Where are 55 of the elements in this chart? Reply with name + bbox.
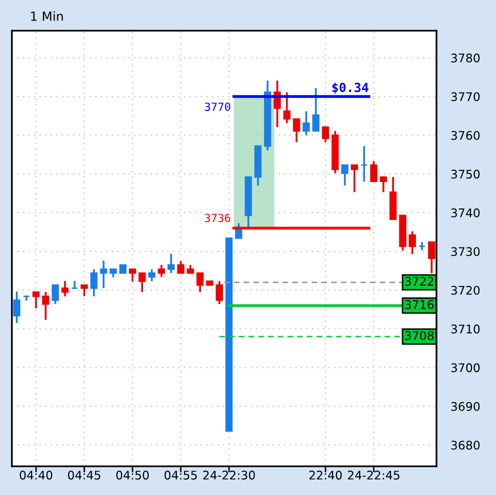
candlestick [13,290,20,324]
candlestick [341,164,348,186]
y-tick-label: 3780 [451,54,480,62]
candlestick [216,280,223,305]
candlestick [32,291,40,310]
ref-line-label: 3736 [204,214,230,222]
candlestick [312,87,320,132]
candlestick [80,284,88,298]
candlestick [322,126,330,144]
y-tick-label: 3750 [451,170,480,179]
candlestick [380,176,387,194]
candlestick [100,260,108,290]
candlestick [408,230,416,256]
candlestick [148,268,156,282]
candlestick [22,295,30,302]
candlestick [138,272,146,293]
candlestick [428,241,436,274]
candlestick [61,280,69,298]
y-tick-label: 3730 [451,247,480,256]
candlestick [360,145,368,183]
candlestick [292,118,300,144]
y-tick-label: 3720 [451,286,480,295]
ref-line-label: 3716 [405,300,434,310]
x-tick-label: 24-22:30 [203,470,255,480]
x-tick-label: 24-22:45 [348,470,400,480]
annotation: $0.34 [332,82,368,94]
y-tick-label: 3680 [451,440,480,450]
candlestick [128,268,136,282]
candlestick [71,280,78,290]
ref-line-label: 3770 [204,102,230,111]
chart-title: 1 Min [31,11,63,21]
candlestick [90,268,98,298]
candlestick [158,264,166,278]
y-tick-label: 3760 [451,130,480,140]
ref-line-label: 3722 [405,276,434,286]
x-tick-label: 04:55 [164,470,197,480]
x-tick-label: 22:40 [309,470,342,480]
x-tick-label: 04:45 [68,470,100,480]
candlestick [52,284,59,305]
candlestick [302,110,310,136]
ref-line-label: 3708 [405,331,434,340]
x-tick-label: 04:40 [20,470,52,480]
y-tick-label: 3690 [451,402,480,411]
y-tick-label: 3740 [451,208,480,218]
candlestick [177,260,184,274]
y-tick-label: 3700 [451,363,480,372]
candlestick [283,91,291,124]
candlestick [42,291,50,321]
y-tick-label: 3770 [451,92,480,102]
candlestick [196,272,204,293]
candlestick [370,160,378,182]
candlestick [168,252,175,274]
y-tick-label: 3710 [451,324,480,334]
x-tick-label: 04:50 [116,470,149,480]
candlestick [350,164,358,194]
